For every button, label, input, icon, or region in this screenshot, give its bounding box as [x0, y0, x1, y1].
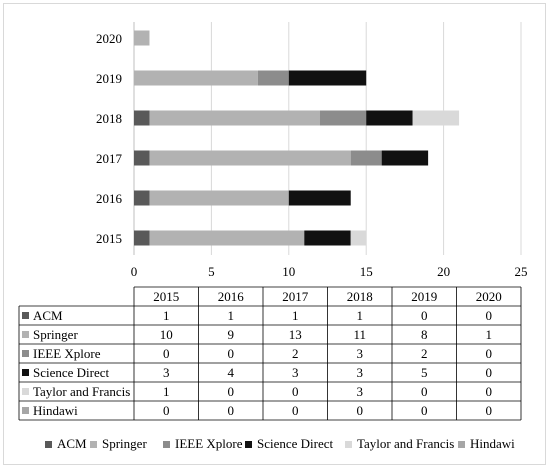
table-cell: 3	[163, 365, 170, 380]
table-cell: 5	[421, 365, 428, 380]
y-tick-label: 2020	[96, 31, 122, 46]
table-row-label: Science Direct	[33, 365, 110, 380]
table-cell: 1	[292, 308, 299, 323]
y-tick-label: 2015	[96, 231, 122, 246]
table-cell: 4	[228, 365, 235, 380]
table-cell: 2	[292, 346, 299, 361]
legend-label: Science Direct	[257, 436, 334, 451]
table-cell: 0	[228, 384, 235, 399]
legend-label: Hindawi	[470, 436, 515, 451]
table-cell: 0	[486, 346, 493, 361]
table-cell: 1	[163, 384, 170, 399]
y-tick-label: 2018	[96, 111, 122, 126]
legend-swatch	[458, 441, 465, 448]
y-tick-label: 2019	[96, 71, 122, 86]
bar-segment	[134, 110, 150, 126]
bar-segment	[412, 110, 460, 126]
table-row-label: Taylor and Francis	[33, 384, 130, 399]
table-cell: 10	[160, 327, 173, 342]
table-cell: 11	[353, 327, 366, 342]
bar-segment	[134, 230, 150, 246]
y-tick-label: 2017	[96, 151, 123, 166]
bar-segment	[319, 110, 367, 126]
table-cell: 9	[228, 327, 235, 342]
table-legend-key	[22, 388, 29, 395]
bar-segment	[134, 190, 150, 206]
table-cell: 3	[292, 365, 299, 380]
table-cell: 2	[421, 346, 428, 361]
table-row-label: Hindawi	[33, 403, 78, 418]
table-row-label: IEEE Xplore	[33, 346, 101, 361]
legend-label: IEEE Xplore	[175, 436, 243, 451]
table-header: 2019	[411, 289, 437, 304]
bar-segment	[288, 70, 367, 86]
table-cell: 1	[357, 308, 364, 323]
x-tick-label: 10	[282, 264, 295, 279]
table-header: 2018	[347, 289, 373, 304]
table-cell: 0	[486, 308, 493, 323]
table-cell: 3	[357, 346, 364, 361]
table-header: 2017	[282, 289, 309, 304]
legend-label: Springer	[102, 436, 147, 451]
bar-segment	[257, 70, 289, 86]
table-cell: 0	[292, 384, 299, 399]
bar-segment	[149, 110, 320, 126]
x-tick-label: 0	[131, 264, 138, 279]
table-cell: 0	[163, 346, 170, 361]
bar-segment	[381, 150, 429, 166]
table-cell: 0	[486, 403, 493, 418]
legend-label: Taylor and Francis	[357, 436, 454, 451]
table-legend-key	[22, 369, 29, 376]
table-cell: 0	[486, 365, 493, 380]
bar-segment	[350, 150, 382, 166]
table-cell: 1	[486, 327, 493, 342]
table-cell: 0	[228, 403, 235, 418]
table-cell: 8	[421, 327, 428, 342]
x-tick-label: 5	[208, 264, 215, 279]
bar-segment	[134, 30, 150, 46]
table-cell: 1	[228, 308, 235, 323]
bar-segment	[288, 190, 351, 206]
table-legend-key	[22, 350, 29, 357]
table-cell: 0	[292, 403, 299, 418]
legend-label: ACM	[57, 436, 87, 451]
table-cell: 3	[357, 365, 364, 380]
table-legend-key	[22, 407, 29, 414]
table-cell: 0	[421, 308, 428, 323]
table-legend-key	[22, 312, 29, 319]
bar-segment	[304, 230, 351, 246]
bar-segment	[350, 230, 367, 246]
bar-segment	[366, 110, 413, 126]
bar-segment	[149, 230, 305, 246]
x-tick-label: 15	[360, 264, 373, 279]
table-header: 2020	[476, 289, 502, 304]
table-row-label: ACM	[33, 308, 63, 323]
bar-segment	[134, 70, 258, 86]
table-cell: 0	[421, 403, 428, 418]
bar-segment	[149, 190, 289, 206]
table-cell: 0	[357, 403, 364, 418]
table-cell: 3	[357, 384, 364, 399]
x-tick-label: 20	[437, 264, 450, 279]
bar-segment	[149, 150, 351, 166]
table-cell: 13	[289, 327, 302, 342]
table-header: 2015	[153, 289, 179, 304]
table-legend-key	[22, 331, 29, 338]
legend-swatch	[163, 441, 170, 448]
legend-swatch	[245, 441, 252, 448]
legend-swatch	[90, 441, 97, 448]
table-cell: 0	[163, 403, 170, 418]
bar-segment	[134, 150, 150, 166]
y-tick-label: 2016	[96, 191, 123, 206]
table-cell: 0	[228, 346, 235, 361]
legend-swatch	[345, 441, 352, 448]
legend-swatch	[45, 441, 52, 448]
table-cell: 0	[421, 384, 428, 399]
table-header: 2016	[218, 289, 245, 304]
x-tick-label: 25	[515, 264, 528, 279]
table-cell: 1	[163, 308, 170, 323]
table-row-label: Springer	[33, 327, 78, 342]
table-cell: 0	[486, 384, 493, 399]
